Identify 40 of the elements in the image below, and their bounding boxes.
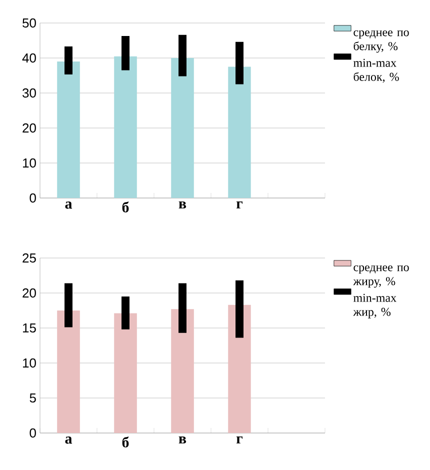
bar xyxy=(228,66,251,198)
x-tick-label: в xyxy=(178,202,186,208)
bar xyxy=(57,310,80,433)
bar xyxy=(171,309,194,433)
y-tick-label: 0 xyxy=(30,193,36,203)
bar xyxy=(57,61,80,198)
x-tick-label: б xyxy=(122,436,129,448)
y-tick-label: 5 xyxy=(30,393,36,403)
y-tick-label: 30 xyxy=(22,88,36,98)
x-tick-label: в xyxy=(178,436,186,444)
y-tick-label: 10 xyxy=(22,158,36,168)
bar xyxy=(122,296,130,330)
x-tick-label: а xyxy=(65,436,72,444)
y-tick-label: 50 xyxy=(22,18,36,28)
y-tick-label: 40 xyxy=(22,53,36,63)
bar xyxy=(178,283,186,333)
y-tick-label: 25 xyxy=(22,253,36,263)
x-tick-label: б xyxy=(122,202,129,212)
bar xyxy=(228,304,251,433)
bar xyxy=(64,46,72,74)
bar xyxy=(236,42,244,84)
legend-label: среднее по жиру, % xyxy=(353,265,409,288)
bar xyxy=(114,313,137,433)
y-tick-label: 0 xyxy=(30,428,36,438)
y-tick-label: 15 xyxy=(22,323,36,333)
legend-label: min-max жир, % xyxy=(353,294,396,318)
bar xyxy=(171,58,194,198)
y-tick-label: 10 xyxy=(22,358,36,368)
bar xyxy=(122,36,130,70)
x-tick-label: г xyxy=(236,436,243,444)
x-tick-label: а xyxy=(65,202,72,209)
y-tick-label: 20 xyxy=(22,288,36,298)
x-tick-label: г xyxy=(236,202,243,208)
bar xyxy=(64,283,72,328)
legend-label: min-max белок, % xyxy=(353,58,399,83)
bar xyxy=(236,280,244,338)
legend-label: среднее по белку, % xyxy=(354,30,409,53)
y-tick-label: 20 xyxy=(22,123,36,133)
bar xyxy=(178,34,186,76)
bar xyxy=(114,56,137,198)
